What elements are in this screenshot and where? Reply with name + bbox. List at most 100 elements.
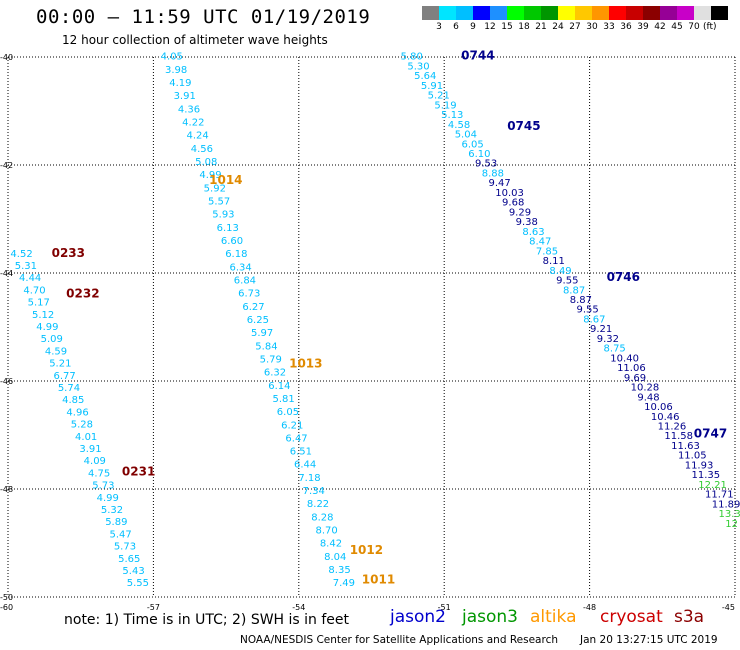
longitude-tick-label: -54 [292,603,305,612]
legend-label: 15 [501,22,513,32]
wave-height-value: 11.05 [678,451,707,462]
wave-height-value: 5.19 [434,100,456,111]
map-title: 00:00 – 11:59 UTC 01/19/2019 [36,6,371,28]
legend-label: 21 [535,22,547,32]
satellite-jason2-label: jason2 [390,607,446,627]
legend-swatch [643,6,660,20]
wave-height-value: 5.43 [122,566,144,577]
wave-height-value: 5.81 [273,394,295,405]
wave-height-value: 5.09 [41,334,63,345]
legend-label: 36 [620,22,632,32]
legend-label: 27 [569,22,581,32]
wave-height-value: 11.89 [712,499,740,510]
wave-height-value: 6.77 [54,371,76,382]
legend-swatch [660,6,677,20]
wave-height-value: 6.27 [242,302,264,313]
wave-height-value: 4.52 [10,249,32,260]
wave-height-value: 3.91 [174,91,196,102]
wave-height-value: 4.01 [75,432,97,443]
wave-height-value: 8.75 [604,344,626,355]
wave-height-value: 10.28 [631,383,660,394]
wave-height-value: 8.88 [482,168,504,179]
wave-height-value: 6.44 [294,460,316,471]
legend-label: 70 [688,22,700,32]
wave-height-value: 4.96 [66,407,88,418]
satellite-jason3-label: jason3 [462,607,518,627]
legend-label: 30 [586,22,598,32]
wave-height-value: 5.80 [401,52,423,63]
wave-height-value: 5.28 [71,420,93,431]
legend-label: 9 [470,22,476,32]
legend-label: 18 [518,22,530,32]
wave-height-value: 5.93 [212,210,234,221]
longitude-tick-label: -51 [438,603,451,612]
legend-swatch [507,6,524,20]
legend-swatch [473,6,490,20]
legend-swatch [609,6,626,20]
wave-height-value: 5.04 [455,130,477,141]
wave-height-value: 8.28 [311,512,333,523]
wave-height-value: 5.21 [49,359,71,370]
wave-height-value: 6.73 [238,289,260,300]
wave-height-value: 12 [725,519,738,530]
wave-height-value: 4.19 [169,78,191,89]
pass-time-label: 1011 [362,573,395,587]
legend-unit: (ft) [703,22,717,32]
pass-time-label: 0744 [461,49,494,63]
wave-height-value: 9.68 [502,198,524,209]
wave-height-value: 10.06 [644,402,673,413]
wave-height-value: 3.91 [79,444,101,455]
latitude-tick-label: -40 [0,53,13,62]
wave-height-value: 8.63 [522,227,544,238]
wave-height-value: 8.70 [316,526,338,537]
wave-height-value: 6.21 [281,420,303,431]
pass-time-label: 0232 [66,286,99,300]
longitude-tick-label: -48 [583,603,596,612]
pass-time-label: 0745 [507,119,540,133]
wave-height-value: 8.22 [307,499,329,510]
wave-height-value: 5.12 [32,310,54,321]
wave-height-value: 9.53 [475,159,497,170]
satellite-cryosat-label: cryosat [600,607,663,627]
wave-height-value: 6.05 [461,139,483,150]
pass-time-label: 0746 [607,270,640,284]
wave-height-value: 9.32 [597,334,619,345]
latitude-tick-label: -44 [0,269,13,278]
wave-height-value: 8.47 [529,237,551,248]
wave-height-value: 4.09 [84,456,106,467]
wave-height-value: 4.36 [178,104,200,115]
generation-timestamp: Jan 20 13:27:15 UTC 2019 [580,634,718,646]
wave-height-value: 4.99 [97,493,119,504]
wave-height-value: 6.34 [229,262,251,273]
legend-label: 3 [436,22,442,32]
legend-swatch [490,6,507,20]
wave-height-value: 5.64 [414,71,436,82]
wave-height-value: 6.13 [217,223,239,234]
wave-height-value: 11.93 [685,460,714,471]
wave-height-value: 9.21 [590,324,612,335]
wave-height-value: 5.73 [92,481,114,492]
pass-time-label: 0233 [52,246,85,260]
wave-height-value: 5.91 [421,81,443,92]
wave-height-value: 6.25 [247,315,269,326]
legend-label: 45 [671,22,683,32]
wave-height-value: 8.42 [320,539,342,550]
wave-height-value: 12.21 [698,480,727,491]
legend-swatch [711,6,728,20]
wave-height-value: 5.47 [110,529,132,540]
pass-time-label: 0231 [122,465,155,479]
wave-height-value: 6.32 [264,368,286,379]
wave-height-value: 6.47 [285,433,307,444]
legend-swatch [439,6,456,20]
wave-height-value: 7.18 [298,473,320,484]
legend-label: 24 [552,22,564,32]
longitude-tick-label: -57 [147,603,160,612]
wave-height-value: 4.85 [62,395,84,406]
wave-height-value: 5.92 [204,183,226,194]
wave-height-value: 4.44 [19,273,41,284]
legend-swatch [558,6,575,20]
legend-swatch [575,6,592,20]
wave-height-value: 5.13 [441,110,463,121]
wave-height-value: 9.55 [576,305,598,316]
wave-height-value: 11.35 [691,470,720,481]
